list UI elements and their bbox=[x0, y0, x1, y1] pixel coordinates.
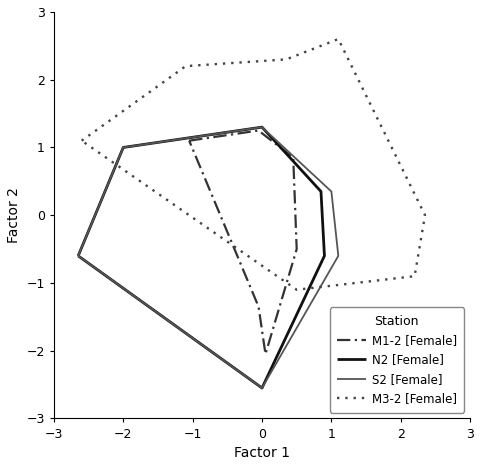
S2 [Female] bbox=[75, 253, 81, 259]
M3-2 [Female] bbox=[182, 64, 188, 69]
N2 [Female] bbox=[120, 145, 126, 150]
M1-2 [Female] bbox=[255, 127, 261, 133]
M1-2 [Female] bbox=[262, 351, 268, 357]
S2 [Female] bbox=[335, 253, 340, 259]
Line: M1-2 [Female]: M1-2 [Female] bbox=[189, 130, 296, 354]
N2 [Female] bbox=[75, 253, 81, 259]
N2 [Female] bbox=[321, 253, 327, 259]
M1-2 [Female] bbox=[186, 138, 192, 143]
Line: M3-2 [Female]: M3-2 [Female] bbox=[82, 39, 424, 290]
M3-2 [Female] bbox=[421, 212, 427, 218]
N2 [Female] bbox=[259, 385, 264, 391]
Line: N2 [Female]: N2 [Female] bbox=[78, 127, 324, 388]
S2 [Female] bbox=[328, 189, 334, 194]
M1-2 [Female] bbox=[290, 155, 296, 161]
M3-2 [Female] bbox=[293, 287, 299, 292]
N2 [Female] bbox=[317, 189, 323, 194]
S2 [Female] bbox=[259, 124, 264, 130]
S2 [Female] bbox=[120, 145, 126, 150]
Line: S2 [Female]: S2 [Female] bbox=[78, 127, 337, 388]
M3-2 [Female] bbox=[79, 138, 84, 143]
Legend: M1-2 [Female], N2 [Female], S2 [Female], M3-2 [Female]: M1-2 [Female], N2 [Female], S2 [Female],… bbox=[329, 307, 463, 412]
M3-2 [Female] bbox=[335, 36, 340, 42]
S2 [Female] bbox=[259, 385, 264, 391]
N2 [Female] bbox=[75, 253, 81, 259]
M3-2 [Female] bbox=[79, 138, 84, 143]
M1-2 [Female] bbox=[186, 138, 192, 143]
M3-2 [Female] bbox=[411, 273, 417, 279]
M1-2 [Female] bbox=[255, 304, 261, 310]
N2 [Female] bbox=[259, 124, 264, 130]
X-axis label: Factor 1: Factor 1 bbox=[234, 446, 289, 460]
M3-2 [Female] bbox=[283, 57, 288, 62]
Y-axis label: Factor 2: Factor 2 bbox=[7, 187, 21, 243]
S2 [Female] bbox=[75, 253, 81, 259]
M1-2 [Female] bbox=[293, 246, 299, 252]
